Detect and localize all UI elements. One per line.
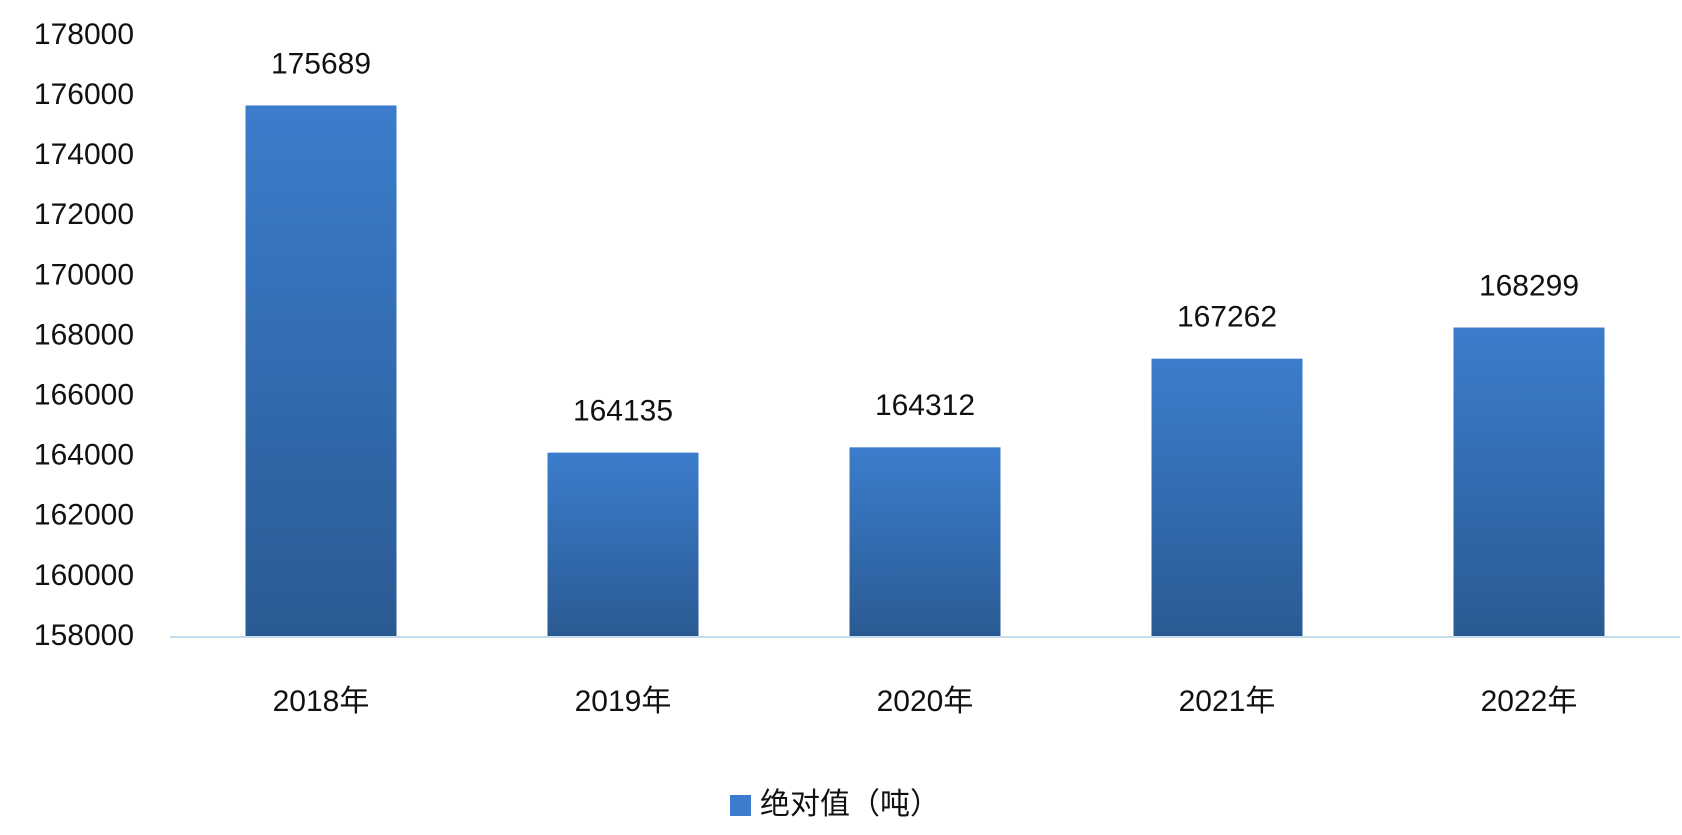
y-tick-label: 158000 [34, 619, 134, 652]
bar [245, 105, 397, 637]
x-tick-label: 2020年 [877, 685, 974, 718]
y-tick-label: 164000 [34, 439, 134, 472]
x-tick-label: 2021年 [1179, 685, 1276, 718]
data-label: 167262 [1177, 301, 1277, 334]
y-tick-label: 162000 [34, 499, 134, 532]
y-tick-label: 174000 [34, 138, 134, 171]
y-tick-label: 176000 [34, 78, 134, 111]
x-tick-label: 2019年 [575, 685, 672, 718]
legend-label: 绝对值（吨） [760, 788, 940, 821]
x-tick-label: 2018年 [273, 685, 370, 718]
y-tick-label: 170000 [34, 258, 134, 291]
legend-swatch [730, 795, 751, 816]
y-tick-label: 178000 [34, 18, 134, 51]
bar [1151, 358, 1303, 637]
y-tick-label: 168000 [34, 318, 134, 351]
y-tick-label: 172000 [34, 198, 134, 231]
data-label: 168299 [1479, 269, 1579, 302]
data-label: 175689 [271, 47, 371, 80]
bar [1453, 327, 1605, 637]
x-tick-label: 2022年 [1481, 685, 1578, 718]
y-tick-label: 166000 [34, 379, 134, 412]
legend-item: 绝对值（吨） [730, 788, 940, 821]
bar [849, 447, 1001, 637]
data-label: 164135 [573, 395, 673, 428]
bar [547, 452, 699, 637]
data-label: 164312 [875, 389, 975, 422]
y-tick-label: 160000 [34, 559, 134, 592]
